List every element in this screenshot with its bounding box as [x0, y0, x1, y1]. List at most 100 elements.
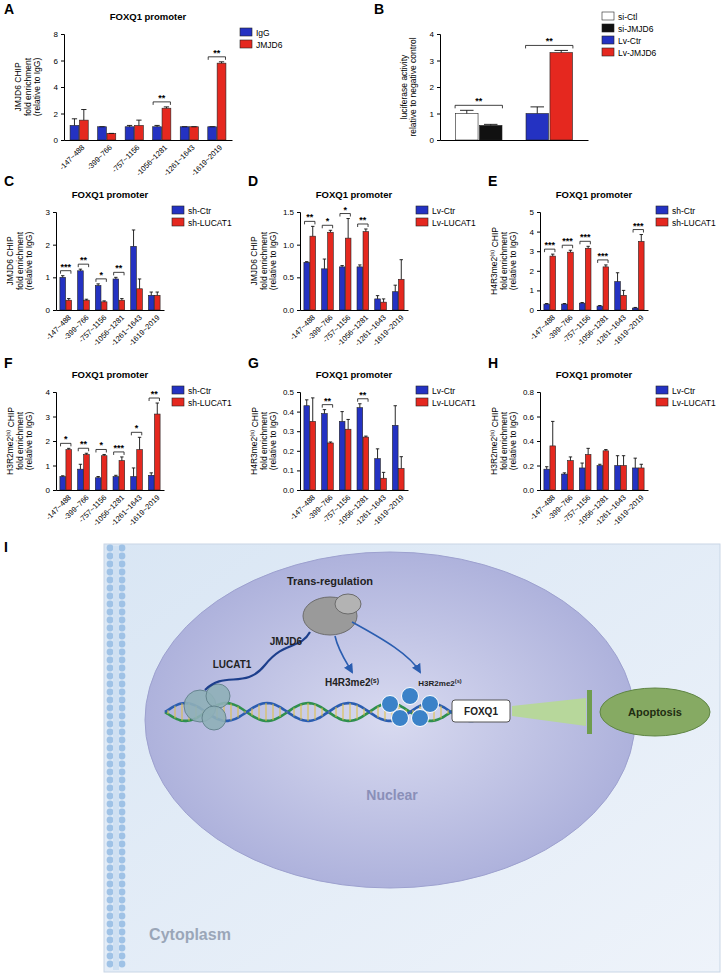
dna-rung	[336, 707, 337, 717]
y-tick-label: 2	[430, 83, 435, 92]
nucleosome	[382, 696, 399, 713]
error-bar	[132, 468, 135, 477]
y-tick-mark	[297, 490, 300, 491]
legend-label: Lv-LUCAT1	[432, 398, 476, 408]
error-bar	[616, 273, 619, 282]
panel-label: H	[488, 355, 498, 371]
y-tick-label: 1	[46, 273, 51, 282]
error-bar	[329, 230, 332, 232]
bar	[60, 277, 66, 310]
x-tick-label: -1619~2019	[189, 143, 224, 178]
membrane-lipid	[119, 793, 126, 800]
nucleus	[145, 552, 635, 888]
x-tick-label: -1619~2019	[611, 493, 646, 528]
plot-marks	[70, 62, 226, 140]
bar	[381, 302, 387, 310]
panel-label: B	[374, 1, 384, 17]
membrane-lipid	[119, 873, 126, 880]
legend-label: sh-Ctr	[672, 206, 695, 216]
bar	[60, 477, 66, 490]
y-axis-title: relative to negative control	[408, 37, 418, 136]
membrane-lipid	[107, 841, 114, 848]
y-tick: 3	[46, 413, 56, 422]
bar	[632, 308, 638, 310]
y-tick-label: 6	[54, 57, 59, 66]
error-bar	[132, 230, 135, 246]
y-tick-mark	[53, 310, 56, 311]
bar	[550, 446, 556, 490]
y-tick: 0	[54, 136, 64, 145]
bar	[84, 300, 90, 310]
dna-rung	[252, 708, 253, 715]
bar	[310, 421, 316, 490]
y-axis: 0.00.51.01.5	[283, 208, 301, 315]
membrane-lipid	[107, 745, 114, 752]
dna-rung	[273, 704, 274, 720]
legend-swatch	[172, 386, 184, 394]
y-tick-mark	[297, 412, 300, 413]
error-bar	[382, 472, 385, 478]
membrane-lipid	[107, 641, 114, 648]
error-bar	[580, 302, 583, 304]
error-bar	[154, 125, 159, 126]
y-tick-mark	[297, 392, 300, 393]
y-tick: 0.0	[523, 486, 540, 495]
bar	[66, 450, 72, 490]
y-tick-mark	[61, 114, 64, 115]
x-axis: -147~488-399~766-757~1156-1056~1281-1261…	[288, 490, 408, 528]
dna-rung	[280, 707, 281, 717]
x-axis: -147~488-399~766-757~1156-1056~1281-1261…	[44, 310, 164, 348]
error-bar	[96, 284, 99, 286]
significance-label: **	[80, 439, 88, 449]
membrane-lipid	[107, 785, 114, 792]
y-tick-label: 0	[530, 306, 535, 315]
membrane-lipid	[119, 905, 126, 912]
chart-panel: B01234luciferase activityrelative to neg…	[374, 1, 657, 145]
chart-panel: FFOXQ1 promoter01234-147~488-399~766-757…	[4, 355, 232, 528]
y-tick: 0	[46, 306, 56, 315]
error-bar	[164, 107, 169, 108]
y-tick: 4	[54, 83, 64, 92]
bar	[304, 262, 310, 310]
y-tick-label: 0.2	[283, 447, 295, 456]
y-tick-label: 1	[530, 286, 535, 295]
x-axis-line	[541, 310, 649, 311]
significance-label: **	[158, 93, 166, 103]
bar	[310, 236, 316, 310]
y-tick: 0.2	[283, 447, 300, 456]
error-bar	[551, 421, 554, 446]
significance-label: **	[324, 396, 332, 406]
membrane-lipid	[107, 545, 114, 552]
bar	[66, 300, 72, 310]
bar	[79, 120, 88, 140]
significance-label: **	[306, 212, 314, 222]
error-bar	[311, 226, 314, 236]
y-tick: 0.4	[283, 408, 300, 417]
bar	[70, 125, 79, 140]
error-bar	[358, 404, 361, 408]
error-bar	[598, 464, 601, 465]
membrane-lipid	[107, 833, 114, 840]
plot-marks	[456, 50, 573, 140]
membrane-lipid	[107, 849, 114, 856]
dna-rung	[301, 704, 302, 719]
error-bar	[376, 449, 379, 459]
membrane-lipid	[107, 625, 114, 632]
membrane-lipid	[119, 585, 126, 592]
membrane-lipid	[107, 825, 114, 832]
bar	[217, 63, 226, 140]
y-tick-mark	[61, 140, 64, 141]
bar	[345, 238, 351, 310]
y-tick-label: 0.4	[283, 408, 295, 417]
membrane-lipid	[119, 681, 126, 688]
error-bar	[156, 403, 159, 414]
y-tick-label: 0	[430, 136, 435, 145]
bar	[398, 279, 404, 310]
x-tick: -1619~2019	[189, 140, 224, 178]
bar	[544, 469, 550, 490]
panel-label: I	[4, 539, 8, 555]
figure: AFOXQ1 promoter02468-147~488-399~766-757…	[0, 0, 726, 976]
diagram-label-h3r2: H3R2me2(s)	[418, 678, 461, 688]
bar	[131, 246, 137, 310]
error-bar	[79, 464, 82, 469]
